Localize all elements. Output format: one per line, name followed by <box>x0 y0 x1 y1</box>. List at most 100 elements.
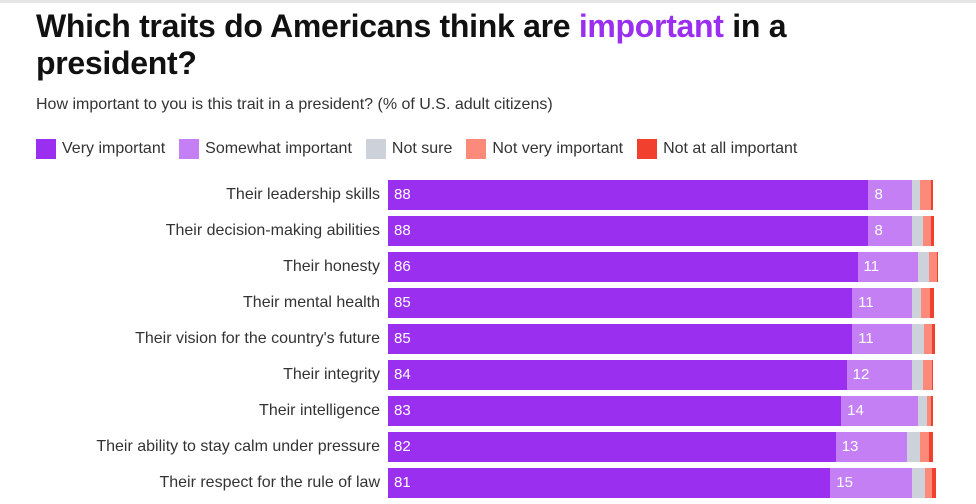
bar-row: Their ability to stay calm under pressur… <box>0 432 976 462</box>
bar-segment-not-at-all-important <box>931 180 934 210</box>
data-label: 13 <box>841 438 859 455</box>
bar-segment-not-sure <box>912 468 926 498</box>
bar-segment-somewhat-important <box>830 468 913 498</box>
data-label: 15 <box>836 474 853 491</box>
bar-row: Their leadership skills 88 8 <box>0 180 976 210</box>
bar-segment-not-very-important <box>919 432 929 462</box>
legend-swatch <box>466 139 487 159</box>
stacked-bar: 81 15 <box>388 468 936 498</box>
data-label: 88 <box>394 222 411 239</box>
stacked-bar: 84 12 <box>388 360 934 390</box>
legend-swatch <box>365 139 386 159</box>
category-label: Their vision for the country's future <box>135 330 380 347</box>
data-label: 85 <box>394 294 411 311</box>
bar-segment-not-very-important <box>921 288 930 318</box>
chart-title: Which traits do Americans think are impo… <box>36 8 936 82</box>
stacked-bar: 85 11 <box>388 288 934 318</box>
bar-segment-somewhat-important <box>835 432 907 462</box>
bar-segment-somewhat-important <box>841 396 918 426</box>
data-label: 11 <box>858 330 874 347</box>
bar-segment-somewhat-important <box>868 216 913 246</box>
bar-segment-not-sure <box>912 360 924 390</box>
title-highlight: important <box>578 8 724 44</box>
bar-segment-not-sure <box>912 180 921 210</box>
data-label: 8 <box>874 222 883 239</box>
bar-segment-very-important <box>388 468 831 498</box>
legend-item-somewhat-important: Somewhat important <box>179 139 352 159</box>
bar-segment-not-very-important <box>927 396 931 426</box>
stacked-bar: 85 11 <box>388 324 936 354</box>
bar-segment-not-at-all-important <box>932 324 936 354</box>
legend-swatch <box>179 139 200 159</box>
legend-item-not-sure: Not sure <box>365 139 453 159</box>
data-label: 11 <box>863 258 880 275</box>
category-label: Their leadership skills <box>226 186 380 203</box>
legend-label: Not at all important <box>663 140 798 157</box>
chart-subtitle: How important to you is this trait in a … <box>36 96 553 113</box>
category-label: Their mental health <box>243 294 380 311</box>
category-label: Their ability to stay calm under pressur… <box>96 438 380 455</box>
bar-segment-somewhat-important <box>857 252 918 282</box>
bar-segment-very-important <box>388 180 869 210</box>
bar-segment-somewhat-important <box>852 288 913 318</box>
title-text-end: in a president? <box>36 8 787 81</box>
bar-segment-very-important <box>388 288 853 318</box>
bar-row: Their respect for the rule of law 81 15 <box>0 468 976 498</box>
data-label: 12 <box>852 366 870 383</box>
data-label: 8 <box>874 186 883 203</box>
top-divider <box>0 0 976 3</box>
bar-row: Their mental health 85 11 <box>0 288 976 318</box>
bar-segment-not-very-important <box>925 468 933 498</box>
data-label: 86 <box>394 258 411 275</box>
bar-segment-not-at-all-important <box>930 396 933 426</box>
legend-swatch <box>36 139 56 159</box>
bar-row: Their intelligence 83 14 <box>0 396 976 426</box>
bar-segment-very-important <box>388 324 853 354</box>
bar-segment-not-very-important <box>928 252 938 282</box>
stacked-bar: 82 13 <box>388 432 934 462</box>
bar-segment-somewhat-important <box>868 180 913 210</box>
bar-row: Their decision-making abilities 88 8 <box>0 216 976 246</box>
legend-label: Somewhat important <box>205 140 352 157</box>
bar-segment-not-very-important <box>920 180 932 210</box>
data-label: 85 <box>394 330 411 347</box>
bar-row: Their integrity 84 12 <box>0 360 976 390</box>
category-label: Their honesty <box>283 258 380 275</box>
legend-label: Not very important <box>492 140 624 157</box>
legend-label: Not sure <box>391 140 453 157</box>
bar-segment-somewhat-important <box>846 360 913 390</box>
stacked-bar: 86 11 <box>388 252 939 282</box>
category-label: Their respect for the rule of law <box>159 474 380 491</box>
bar-segment-not-sure <box>917 396 928 426</box>
bar-segment-not-at-all-important <box>937 252 939 282</box>
bar-row: Their honesty 86 11 <box>0 252 976 282</box>
bar-segment-not-sure <box>917 252 929 282</box>
legend-label: Very important <box>62 140 166 157</box>
bar-segment-not-sure <box>912 324 925 354</box>
bar-segment-not-sure <box>906 432 920 462</box>
data-label: 84 <box>394 366 411 383</box>
bar-segment-very-important <box>388 216 869 246</box>
stacked-bar: 88 8 <box>388 216 934 246</box>
bar-segment-not-at-all-important <box>929 288 934 318</box>
data-label: 81 <box>394 474 411 491</box>
data-label: 88 <box>394 186 411 203</box>
bar-segment-not-sure <box>912 288 922 318</box>
bar-segment-not-very-important <box>923 216 932 246</box>
category-label: Their intelligence <box>259 402 380 419</box>
bar-segment-not-at-all-important <box>931 216 934 246</box>
bar-row: Their vision for the country's future 85 1… <box>0 324 976 354</box>
title-text-start: Which traits do Americans think are <box>36 8 579 44</box>
stacked-bar: 83 14 <box>388 396 934 426</box>
bar-segment-very-important <box>388 432 836 462</box>
data-label: 82 <box>394 438 411 455</box>
bar-segment-not-at-all-important <box>932 468 936 498</box>
legend-item-not-at-all-important: Not at all important <box>637 139 797 159</box>
category-label: Their decision-making abilities <box>165 222 380 239</box>
bar-segment-not-at-all-important <box>928 432 933 462</box>
stacked-bar-chart: Their leadership skills 88 8 Their decision… <box>0 180 976 504</box>
legend-item-very-important: Very important <box>36 139 165 159</box>
bar-segment-not-very-important <box>923 360 932 390</box>
legend: Very important Somewhat important Not sure… <box>36 139 811 159</box>
data-label: 14 <box>847 402 864 419</box>
